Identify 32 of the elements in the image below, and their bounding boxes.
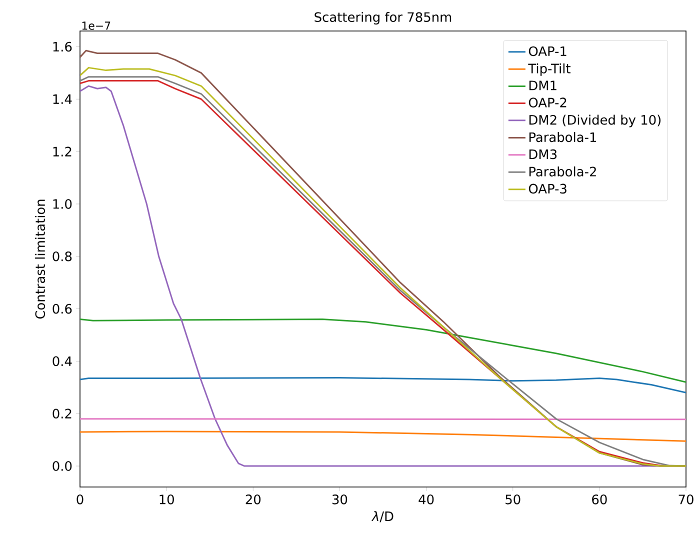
text: 1e−7 (82, 22, 110, 30)
y-tick-label: 0.2 (52, 408, 72, 419)
y-tick-label: 0.6 (52, 304, 72, 314)
legend-label: Tip-Tilt (528, 63, 570, 76)
legend-label: DM2 (Divided by 10) (529, 114, 661, 128)
x-tick-label: 50 (506, 494, 520, 504)
x-axis-title: λ/D (371, 511, 394, 522)
line-series (80, 376, 686, 394)
y-axis-title: Contrast limitation (35, 200, 46, 319)
x-tick-label: 70 (678, 494, 694, 504)
legend-label: Parabola-2 (529, 166, 596, 176)
legend-label: Parabola-1 (529, 132, 596, 142)
y-tick-label: 1.2 (53, 146, 72, 156)
x-tick-label: 0 (76, 494, 84, 504)
y-tick-label: 1.4 (53, 94, 72, 104)
x-tick-label: 30 (332, 494, 348, 504)
chart-title: Scattering for 785nm (314, 12, 452, 24)
y-tick-label: 0.8 (52, 251, 72, 262)
y-tick-label: 1.6 (53, 42, 72, 52)
legend-label: DM3 (529, 149, 557, 160)
y-tick-label: 1.0 (53, 199, 72, 209)
x-tick-label: 40 (418, 494, 434, 504)
x-tick-label: 10 (160, 494, 174, 504)
y-tick-label: 0.4 (52, 356, 72, 366)
line-series (80, 430, 686, 442)
legend-label: OAP-1 (528, 46, 566, 56)
x-tick-label: 20 (246, 494, 261, 504)
y-tick-label: 0.0 (52, 461, 72, 471)
legend-label: OAP-3 (528, 184, 566, 194)
legend-label: OAP-2 (528, 98, 566, 108)
x-tick-label: 60 (592, 494, 607, 504)
legend-label: DM1 (529, 80, 556, 90)
